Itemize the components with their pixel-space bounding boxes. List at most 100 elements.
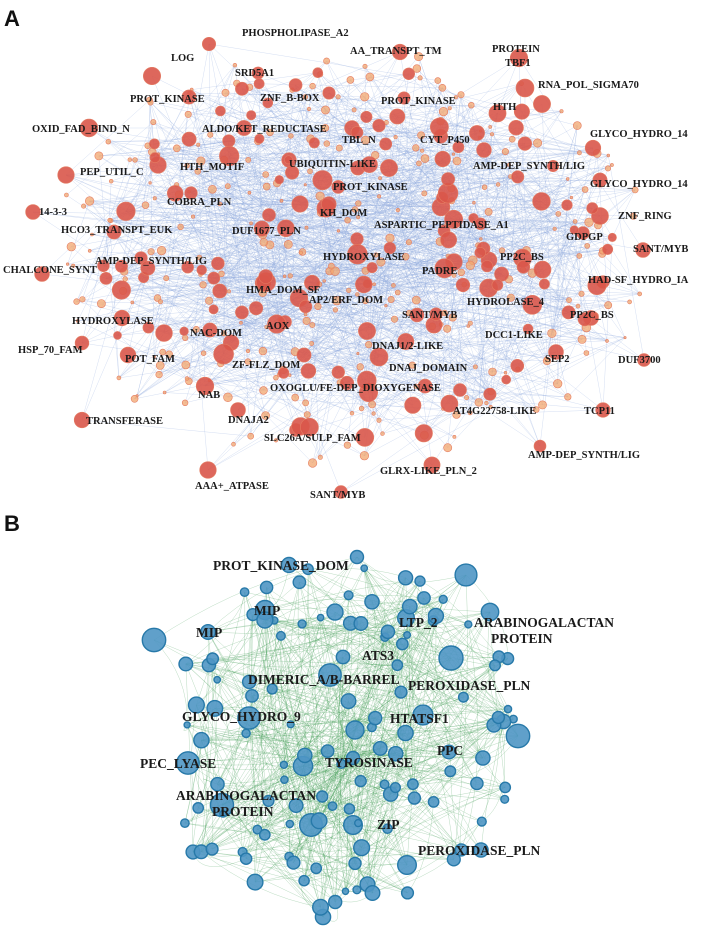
network-node bbox=[84, 196, 95, 206]
network-node bbox=[355, 428, 375, 447]
network-node bbox=[385, 233, 395, 243]
network-node bbox=[475, 750, 491, 766]
network-node bbox=[472, 364, 478, 370]
network-node bbox=[336, 229, 341, 233]
network-node bbox=[578, 290, 585, 297]
network-node bbox=[315, 191, 325, 201]
network-node bbox=[277, 367, 290, 379]
network-node bbox=[390, 315, 398, 323]
network-node bbox=[208, 185, 217, 194]
network-node bbox=[199, 624, 216, 641]
network-node bbox=[607, 232, 617, 242]
network-node bbox=[350, 126, 364, 139]
network-node bbox=[353, 839, 371, 857]
network-node bbox=[577, 150, 582, 156]
network-node bbox=[451, 152, 456, 156]
network-node bbox=[116, 375, 122, 381]
network-node bbox=[192, 802, 205, 814]
network-node bbox=[335, 649, 351, 665]
network-node bbox=[441, 172, 455, 187]
network-node bbox=[511, 170, 525, 184]
network-node bbox=[312, 170, 333, 191]
node-label: HYDROXYLASE bbox=[72, 316, 154, 327]
network-node bbox=[417, 378, 433, 394]
network-node bbox=[187, 696, 206, 714]
network-node bbox=[64, 192, 69, 198]
network-node bbox=[223, 392, 233, 402]
network-node bbox=[113, 309, 131, 327]
node-label: MIP bbox=[196, 625, 222, 640]
network-node bbox=[443, 324, 452, 333]
node-label: AP2/ERF_DOM bbox=[309, 295, 383, 306]
network-node bbox=[184, 186, 198, 200]
network-node bbox=[389, 108, 406, 125]
network-node bbox=[97, 299, 106, 308]
node-label: TBL_N bbox=[342, 135, 376, 146]
network-node bbox=[328, 894, 343, 910]
network-node bbox=[65, 262, 70, 266]
network-node bbox=[474, 217, 487, 230]
network-node bbox=[280, 556, 298, 574]
network-node bbox=[215, 105, 226, 117]
network-node bbox=[355, 200, 362, 207]
network-node bbox=[470, 776, 484, 791]
network-node bbox=[416, 160, 422, 167]
network-node bbox=[452, 156, 462, 166]
network-node bbox=[298, 874, 310, 887]
network-node bbox=[316, 613, 325, 622]
network-node bbox=[629, 212, 637, 220]
network-node bbox=[148, 181, 152, 185]
network-node bbox=[345, 720, 365, 740]
network-node bbox=[412, 64, 422, 73]
network-node bbox=[132, 157, 138, 163]
node-label: PEC_LYASE bbox=[140, 756, 216, 771]
network-node bbox=[308, 137, 320, 149]
network-node bbox=[501, 374, 512, 385]
network-node bbox=[362, 297, 369, 305]
network-node bbox=[595, 402, 611, 418]
network-node bbox=[605, 339, 609, 343]
network-node bbox=[397, 570, 414, 586]
network-node bbox=[387, 745, 404, 762]
network-node bbox=[376, 257, 386, 267]
node-label: SANT/MYB bbox=[633, 244, 688, 255]
network-node bbox=[602, 243, 614, 255]
network-b-nodes bbox=[141, 549, 531, 926]
network-node bbox=[423, 456, 441, 474]
network-node bbox=[348, 856, 362, 871]
network-node bbox=[155, 324, 173, 342]
network-node bbox=[569, 195, 574, 200]
network-node bbox=[457, 91, 465, 99]
node-label: SEP2 bbox=[545, 354, 570, 365]
network-node bbox=[326, 603, 344, 621]
network-node bbox=[241, 674, 257, 690]
network-node bbox=[266, 683, 278, 695]
node-label: AMP-DEP_SYNTH/LIG bbox=[473, 161, 585, 172]
network-node bbox=[443, 443, 453, 453]
network-node bbox=[453, 383, 467, 397]
network-node bbox=[491, 710, 506, 725]
network-node bbox=[253, 220, 270, 237]
network-node bbox=[296, 347, 312, 363]
network-node bbox=[503, 704, 513, 714]
network-node bbox=[279, 760, 289, 769]
network-node bbox=[226, 289, 231, 294]
network-node bbox=[328, 262, 335, 270]
network-node bbox=[355, 292, 360, 297]
network-node bbox=[447, 106, 452, 111]
network-node bbox=[434, 77, 442, 84]
node-label: POT_FAM bbox=[125, 354, 175, 365]
network-node bbox=[297, 619, 307, 629]
network-node bbox=[184, 162, 190, 169]
network-node bbox=[575, 303, 581, 309]
network-node bbox=[162, 390, 167, 395]
network-node bbox=[282, 274, 287, 278]
network-node bbox=[452, 434, 457, 439]
node-label: AT4G22758-LIKE bbox=[453, 406, 536, 417]
network-node bbox=[561, 199, 573, 211]
network-node bbox=[262, 208, 276, 222]
network-node bbox=[472, 201, 476, 205]
network-node bbox=[637, 353, 651, 367]
node-label: PROTEIN bbox=[491, 631, 553, 646]
network-node bbox=[317, 454, 323, 460]
